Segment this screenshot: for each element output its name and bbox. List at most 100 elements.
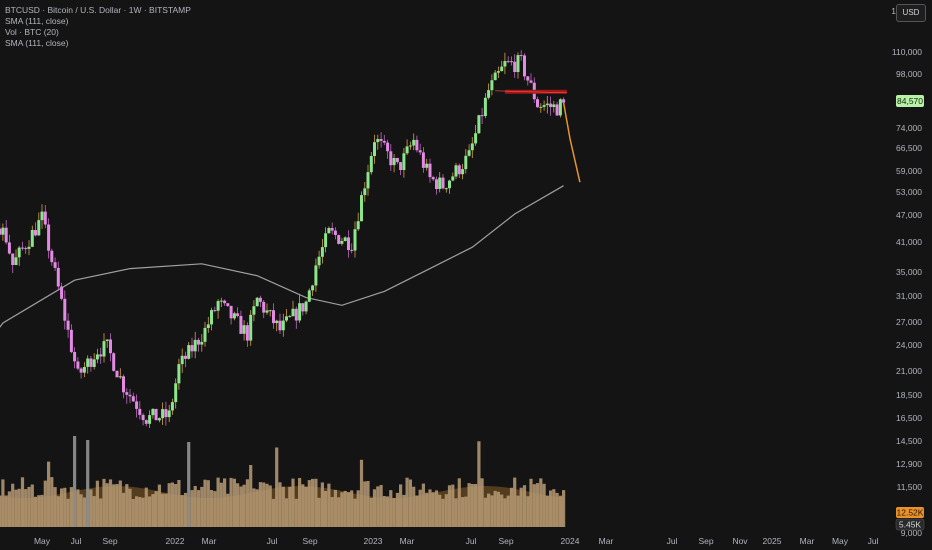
time-tick-label: Sep [302,536,317,546]
candle-body [500,66,504,72]
candle [138,401,142,420]
candle-body [307,290,311,302]
volume-bar [144,487,148,527]
candle [496,66,500,78]
volume-bar [350,490,354,527]
volume-bar [477,441,481,527]
candle-body [86,358,90,367]
volume-bar [389,490,393,527]
volume-bar [95,480,99,527]
candle-body [477,115,481,134]
volume-bar [356,490,360,527]
candle-body [157,418,161,421]
volume-bar [105,483,109,527]
time-tick-label: 2022 [166,536,185,546]
candle [549,96,553,116]
volume-bar [457,478,461,527]
volume-bar [545,495,549,527]
candle [418,143,422,155]
candle-body [213,310,217,312]
legend-volume[interactable]: Vol · BTC (20) [5,27,59,37]
candle-body [174,383,178,403]
candle-body [112,353,116,371]
candle-body [89,358,93,367]
volume-bar [519,487,523,527]
volume-bar [327,483,331,527]
volume-bar [425,492,429,527]
candle [50,248,54,266]
volume-bar [161,493,165,527]
time-tick-label: Mar [800,536,815,546]
volume-bar [535,483,540,527]
candle [275,319,279,332]
candle [474,125,478,146]
legend-symbol[interactable]: BTCUSD · Bitcoin / U.S. Dollar · 1W · BI… [5,5,191,15]
candle [223,299,227,306]
candle [245,322,249,347]
candle-body [95,354,99,360]
candle-body [92,359,96,367]
candle [30,225,34,248]
time-tick-label: Jul [868,536,879,546]
volume-bar [298,478,302,527]
candle [21,241,24,251]
candle-body [265,310,269,313]
candle-body [164,409,168,418]
volume-bar [223,478,227,527]
volume-bar [193,486,197,527]
candle-body [376,139,380,143]
candle-body [415,139,419,151]
candle [190,337,194,358]
volume-bar [50,477,54,527]
candle-body [203,327,207,342]
time-tick-label: Sep [498,536,513,546]
candle [369,152,373,175]
volume-bar [242,484,246,527]
volume-bar [333,489,337,527]
candle-body [219,300,223,302]
candle [395,157,399,165]
candle [558,98,562,118]
candle [164,401,168,426]
candle-body [187,345,191,359]
legend-sma[interactable]: SMA (111, close) [5,16,69,26]
candle [545,96,549,114]
candle [272,303,275,329]
candle [366,164,370,196]
candle [43,205,47,229]
candle [376,134,380,150]
candle-body [444,188,448,190]
candle [154,408,158,421]
time-tick-label: Jul [71,536,82,546]
volume-bar [112,484,116,527]
candle [76,357,80,371]
candle-body [425,163,429,168]
candle [255,296,259,307]
legend-sma-2[interactable]: SMA (111, close) [5,38,69,48]
candle-body [285,316,288,321]
candle [408,141,412,150]
volume-bar [474,484,478,527]
currency-button[interactable]: USD [896,4,926,22]
candle-body [0,228,2,235]
volume-bar [236,483,240,527]
price-tick-label: 12,900 [896,459,922,469]
volume-bar [376,486,380,527]
time-tick-label: May [34,536,51,546]
volume-bar [395,492,399,527]
volume-bar [284,498,289,527]
volume-bar [27,486,31,527]
time-tick-label: Nov [732,536,748,546]
volume-bar [148,496,152,527]
volume-bar [516,495,520,527]
volume-bar [99,498,103,527]
candle [148,410,152,428]
candle-body [311,285,315,291]
candle-body [50,250,54,263]
volume-bar [418,489,422,527]
price-tick-label: 66,500 [896,143,922,153]
candle-body [170,402,174,411]
candle-body [144,420,148,424]
current-price-label: 84,570 [897,96,923,106]
